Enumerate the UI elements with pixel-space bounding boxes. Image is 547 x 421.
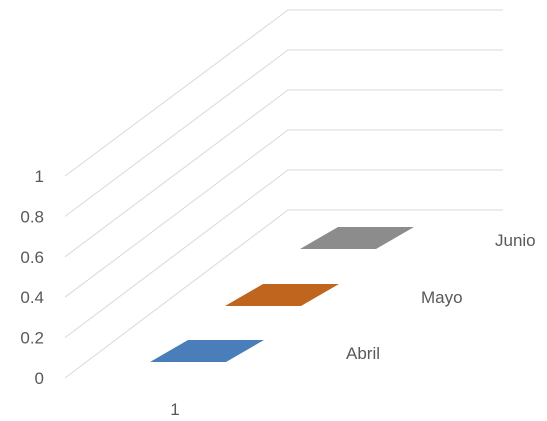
bar-junio: [300, 227, 414, 249]
y-tick-label: 0.8: [20, 207, 44, 226]
gridline: [64, 209, 503, 379]
y-tick-label: 0.6: [20, 248, 44, 267]
x-tick-label: 1: [170, 400, 179, 419]
y-axis-ticks: 0 0.2 0.4 0.6 0.8 1: [20, 167, 44, 388]
bars: [150, 227, 414, 362]
gridlines: [64, 9, 503, 379]
y-tick-label: 1: [35, 167, 44, 186]
depth-axis-labels: Abril Mayo Junio: [346, 231, 536, 363]
depth-label-junio: Junio: [495, 231, 536, 250]
depth-label-abril: Abril: [346, 344, 380, 363]
bar-mayo: [225, 284, 339, 306]
y-tick-label: 0.4: [20, 288, 44, 307]
gridline: [64, 49, 503, 217]
x-axis-ticks: 1: [170, 400, 179, 419]
gridline: [64, 129, 503, 298]
bar-abril: [150, 340, 264, 362]
y-tick-label: 0: [35, 369, 44, 388]
gridline: [64, 169, 503, 338]
y-tick-label: 0.2: [20, 329, 44, 348]
depth-label-mayo: Mayo: [421, 288, 463, 307]
gridline: [64, 9, 503, 177]
gridline: [64, 89, 503, 258]
